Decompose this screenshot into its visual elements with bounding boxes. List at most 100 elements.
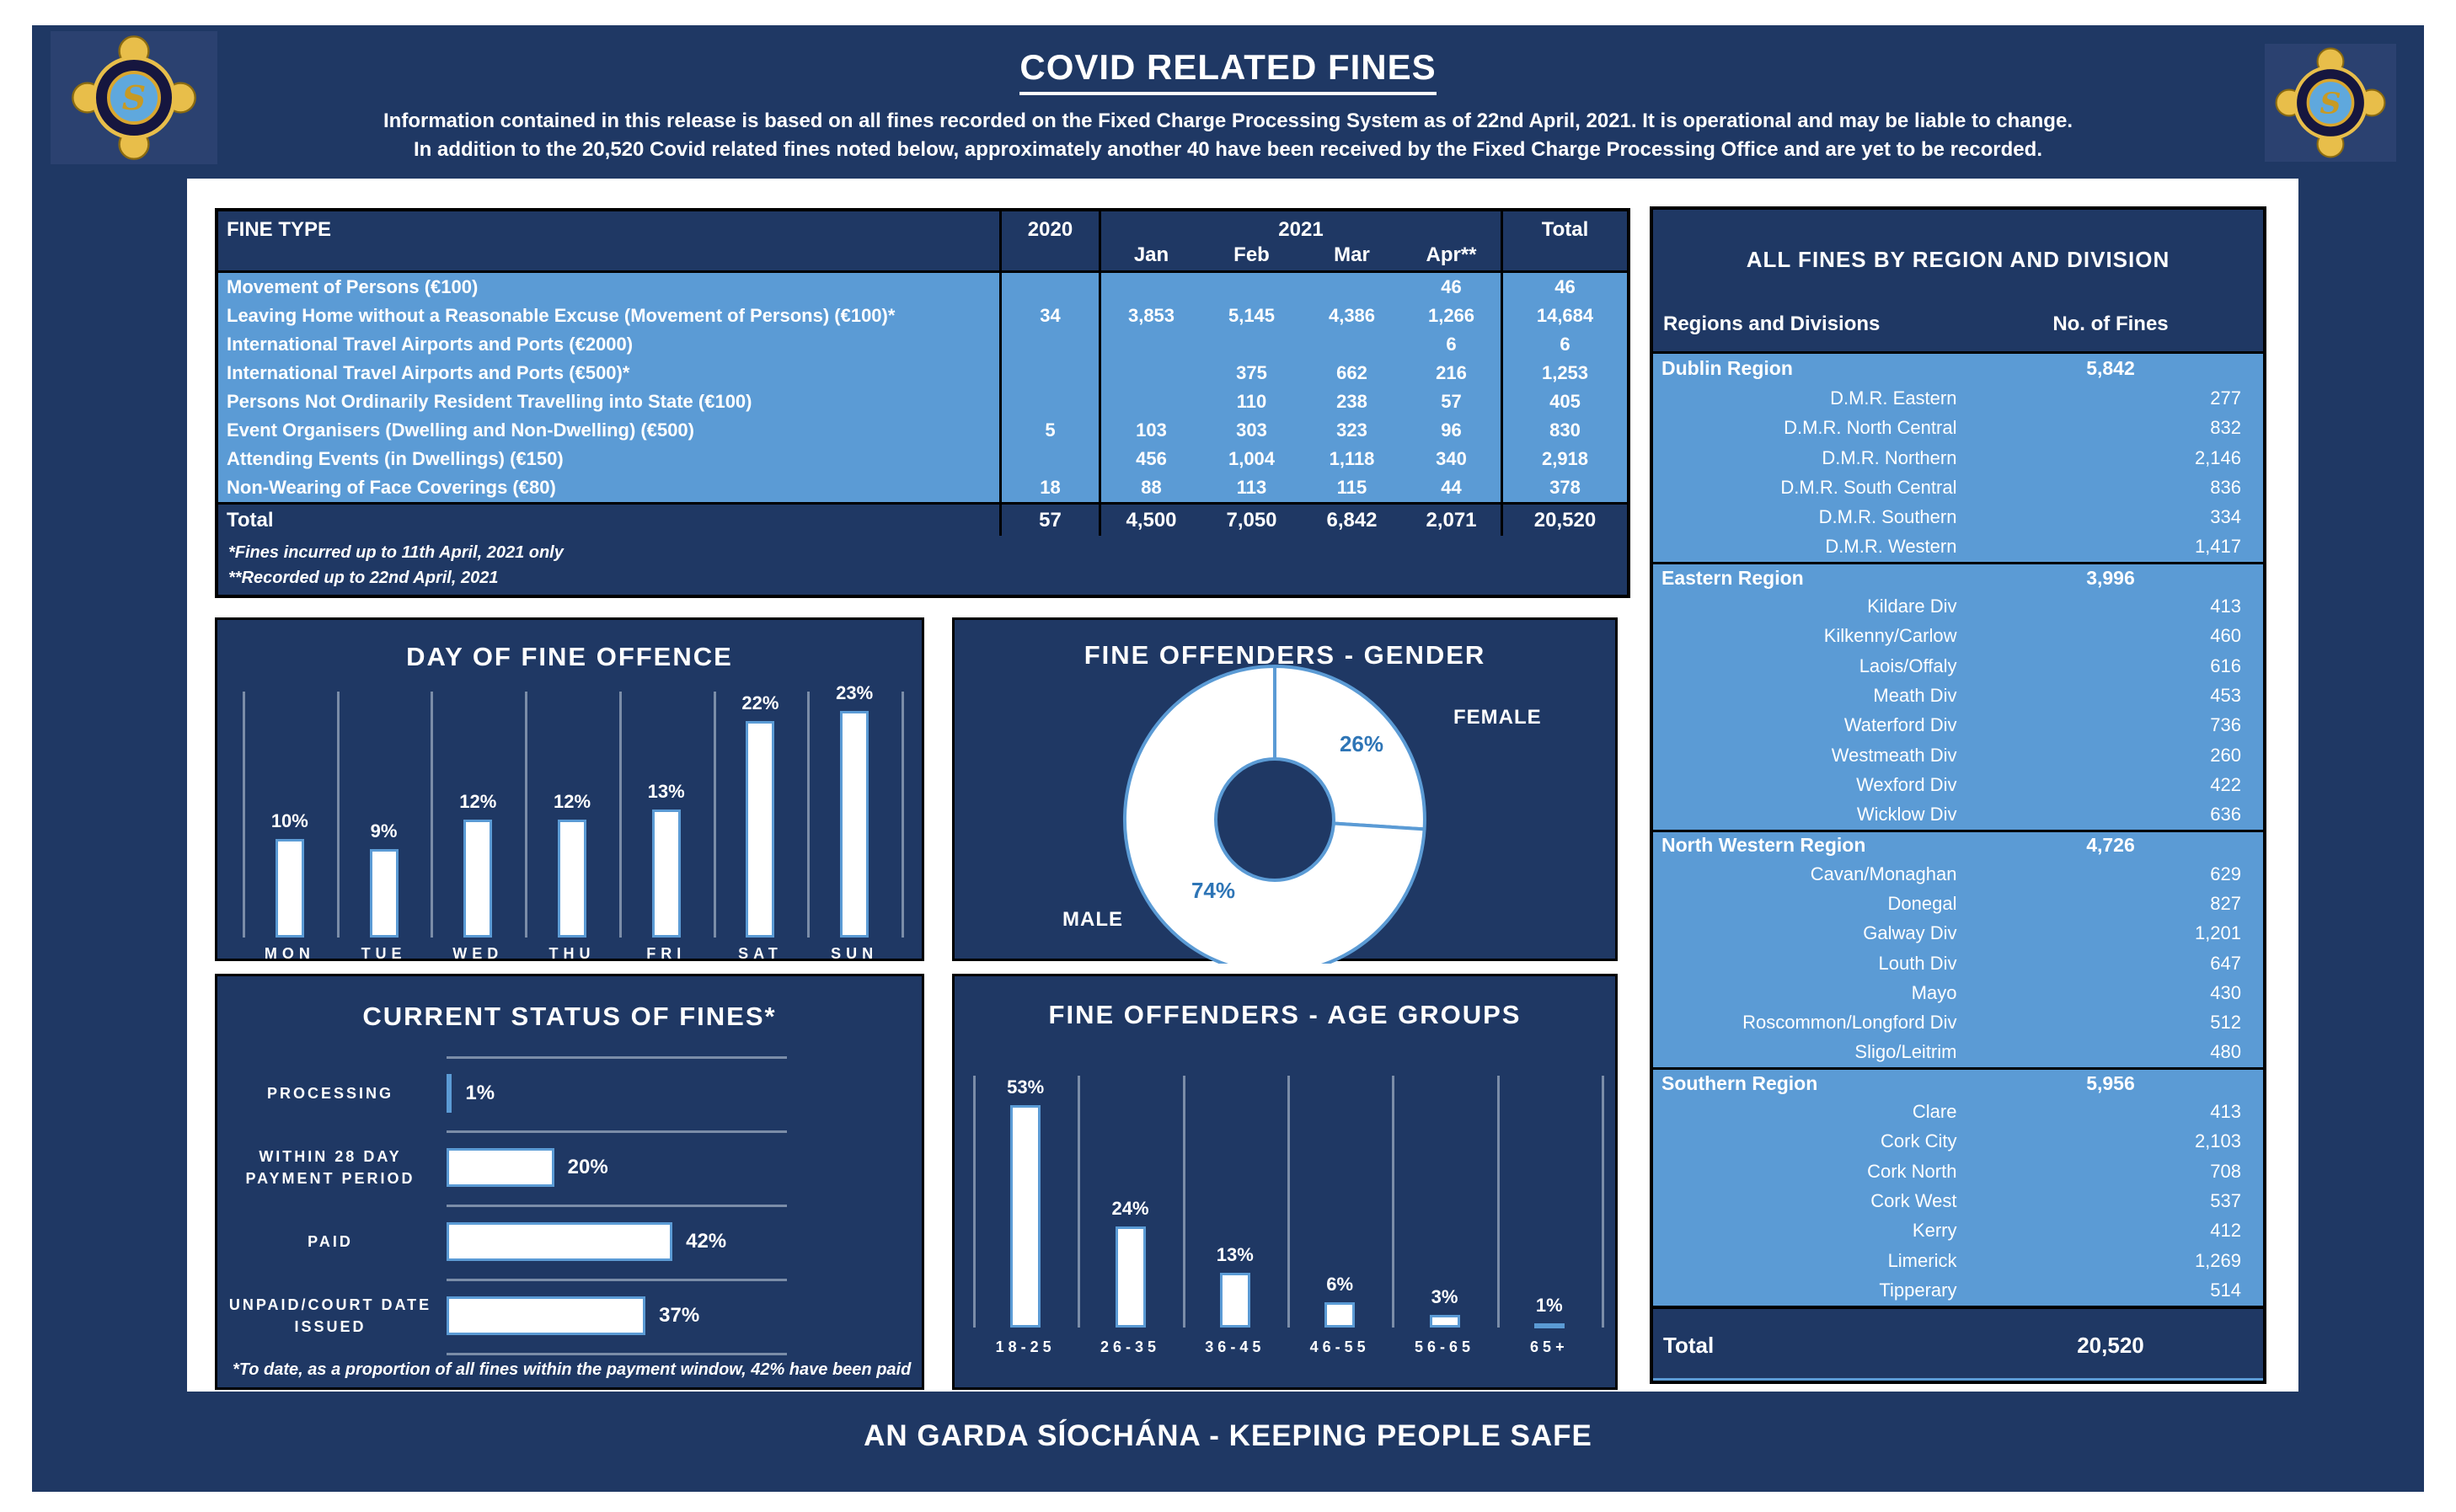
content-panel: FINE TYPE 2020 2021 Jan Feb Mar Apr** To…	[187, 179, 2298, 1392]
cell-total: 378	[1549, 477, 1581, 498]
col-header-jan: Jan	[1133, 243, 1169, 266]
fine-type-cell: International Travel Airports and Ports …	[218, 359, 1002, 387]
cell-total: 830	[1549, 419, 1581, 441]
cell-total: 6	[1560, 334, 1570, 355]
footnote-2: **Recorded up to 22nd April, 2021	[228, 569, 499, 587]
axis-category-label: PAID	[222, 1231, 438, 1253]
division-value: 412	[2210, 1220, 2241, 1242]
gender-chart-title: FINE OFFENDERS - GENDER	[1084, 640, 1486, 670]
gridline	[807, 692, 811, 938]
bar-WITHIN 28 DAY PAYMENT PERIOD	[447, 1148, 554, 1187]
gridline	[1287, 1076, 1290, 1328]
division-value: 430	[2210, 981, 2241, 1003]
fine-type-cell: Persons Not Ordinarily Resident Travelli…	[218, 387, 1002, 416]
division-value: 708	[2210, 1160, 2241, 1182]
division-name: Tipperary	[1879, 1279, 1957, 1301]
cell-2020	[1002, 273, 1101, 302]
table-row: International Travel Airports and Ports …	[218, 359, 1627, 387]
page-title: COVID RELATED FINES	[1019, 47, 1437, 95]
division-value: 1,201	[2194, 922, 2241, 944]
separator-line	[447, 1130, 787, 1133]
age-groups-chart: FINE OFFENDERS - AGE GROUPS 53% 18-25 24% 2…	[952, 974, 1618, 1390]
region-total: 4,726	[2086, 834, 2135, 857]
male-label: MALE	[1062, 908, 1123, 931]
table-row: Non-Wearing of Face Coverings (€80) 18 88 1…	[218, 473, 1627, 502]
cell-jan: 103	[1136, 419, 1167, 441]
cell-mar: 238	[1336, 391, 1367, 412]
cell-total: 14,684	[1536, 305, 1594, 326]
garda-crest-right: S	[2265, 44, 2396, 162]
division-row: Sligo/Leitrim 480	[1653, 1038, 2263, 1067]
bar-26-35	[1115, 1226, 1146, 1328]
division-name: D.M.R. Western	[1825, 536, 1957, 558]
region-total: 5,842	[2086, 357, 2135, 380]
label-line: PROCESSING	[266, 1085, 394, 1102]
garda-crest-left: S	[51, 31, 217, 164]
cell-2020: 18	[1002, 473, 1101, 502]
division-row: Clare 413	[1653, 1097, 2263, 1126]
bar-UNPAID/COURT DATE ISSUED	[447, 1296, 646, 1335]
header-disclaimer-line1: Information contained in this release is…	[383, 110, 2073, 132]
cell-2020: 5	[1002, 416, 1101, 445]
col-header-total: Total	[1541, 218, 1589, 241]
division-value: 480	[2210, 1041, 2241, 1063]
region-name: Dublin Region	[1661, 357, 1793, 380]
division-value: 277	[2210, 387, 2241, 409]
division-row: Galway Div 1,201	[1653, 919, 2263, 948]
bar-36-45	[1219, 1273, 1250, 1328]
division-row: Cavan/Monaghan 629	[1653, 859, 2263, 889]
bar-value-label: 22%	[741, 692, 779, 714]
age-chart-title: FINE OFFENDERS - AGE GROUPS	[1048, 1000, 1522, 1029]
svg-text:S: S	[2320, 87, 2341, 121]
label-line: WITHIN 28 DAY	[259, 1148, 402, 1165]
gridline	[1392, 1076, 1395, 1328]
division-name: Wicklow Div	[1856, 804, 1957, 825]
division-name: Cork City	[1881, 1130, 1957, 1152]
region-total-label: Total	[1663, 1332, 1715, 1358]
division-name: Kildare Div	[1867, 596, 1957, 617]
header-disclaimer-line2: In addition to the 20,520 Covid related …	[414, 138, 2042, 161]
bar-value-label: 9%	[370, 820, 398, 841]
garda-badge-icon: S	[2275, 47, 2386, 158]
bar-value-label: 6%	[1326, 1274, 1354, 1296]
footnote-1: *Fines incurred up to 11th April, 2021 o…	[228, 543, 564, 562]
cell-2020	[1002, 387, 1101, 416]
division-row: D.M.R. Southern 334	[1653, 502, 2263, 532]
division-value: 832	[2210, 417, 2241, 439]
bar-value-label: 13%	[647, 781, 685, 803]
division-name: Wexford Div	[1856, 773, 1957, 795]
division-value: 736	[2210, 714, 2241, 736]
region-total: 5,956	[2086, 1071, 2135, 1094]
division-name: Kerry	[1912, 1220, 1957, 1242]
bar-65+	[1533, 1323, 1565, 1329]
cell-total: 1,253	[1541, 362, 1589, 383]
division-name: Mayo	[1911, 981, 1957, 1003]
division-value: 514	[2210, 1279, 2241, 1301]
day-of-fine-offence-chart: DAY OF FINE OFFENCE 10% MON 9% TUE 12% WED 12%…	[215, 617, 924, 962]
division-value: 453	[2210, 684, 2241, 706]
bar-value-label: 3%	[1431, 1286, 1458, 1308]
axis-category-label: UNPAID/COURT DATE ISSUED	[222, 1294, 438, 1338]
gridline	[1182, 1076, 1185, 1328]
bar-MON	[275, 839, 304, 938]
separator-line	[447, 1353, 787, 1355]
bar-value-label: 1%	[1535, 1295, 1563, 1317]
cell-mar: 115	[1336, 477, 1367, 498]
cell-mar: 662	[1336, 362, 1367, 383]
cell-apr: 44	[1402, 473, 1503, 502]
region-table-body: Dublin Region 5,842 D.M.R. Eastern 277 D.M.R…	[1653, 354, 2263, 1306]
separator-line	[447, 1205, 787, 1207]
label-line: PAID	[308, 1233, 353, 1250]
axis-category-label: TUE	[361, 945, 407, 962]
bar-value-label: 53%	[1007, 1076, 1045, 1098]
division-name: Clare	[1912, 1101, 1957, 1123]
axis-category-label: SUN	[831, 945, 879, 962]
bar-value-label: 13%	[1216, 1244, 1254, 1266]
separator-line	[447, 1056, 787, 1059]
gridline	[431, 692, 434, 938]
bar-PROCESSING	[447, 1074, 452, 1113]
division-value: 460	[2210, 625, 2241, 647]
female-label: FEMALE	[1453, 706, 1542, 729]
fine-table-header: FINE TYPE 2020 2021 Jan Feb Mar Apr** To…	[218, 211, 1627, 273]
division-row: Kilkenny/Carlow 460	[1653, 622, 2263, 651]
